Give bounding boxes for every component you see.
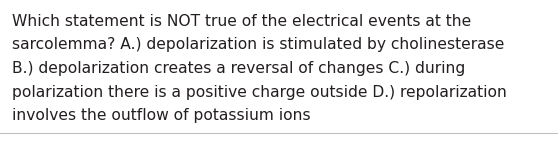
Text: involves the outflow of potassium ions: involves the outflow of potassium ions — [12, 108, 311, 123]
Text: B.) depolarization creates a reversal of changes C.) during: B.) depolarization creates a reversal of… — [12, 61, 465, 76]
Text: sarcolemma? A.) depolarization is stimulated by cholinesterase: sarcolemma? A.) depolarization is stimul… — [12, 38, 504, 53]
Text: Which statement is NOT true of the electrical events at the: Which statement is NOT true of the elect… — [12, 14, 472, 29]
Text: polarization there is a positive charge outside D.) repolarization: polarization there is a positive charge … — [12, 85, 507, 100]
